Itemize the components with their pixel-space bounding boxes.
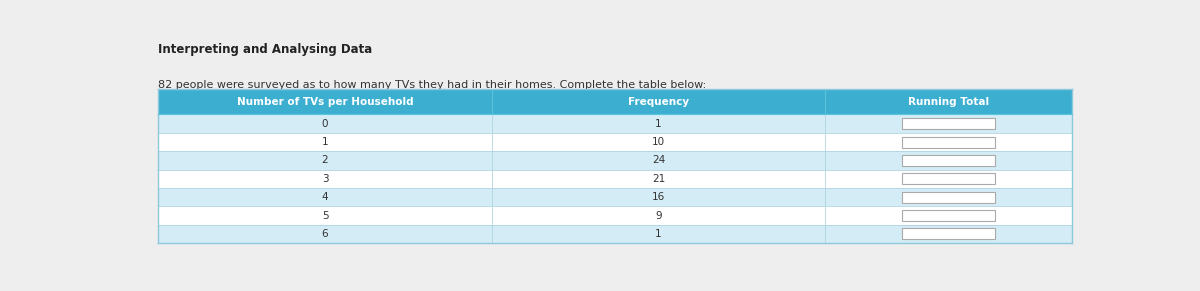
Text: Frequency: Frequency — [628, 97, 689, 107]
Bar — [826, 114, 1072, 133]
Text: 1: 1 — [655, 119, 661, 129]
Text: 21: 21 — [652, 174, 665, 184]
Text: 0: 0 — [322, 119, 329, 129]
Bar — [492, 206, 826, 225]
Bar — [158, 206, 492, 225]
Bar — [158, 89, 492, 114]
Bar — [158, 133, 492, 151]
Text: 82 people were surveyed as to how many TVs they had in their homes. Complete the: 82 people were surveyed as to how many T… — [158, 80, 707, 90]
Text: 10: 10 — [652, 137, 665, 147]
Bar — [826, 133, 1072, 151]
Bar — [902, 210, 995, 221]
Bar — [492, 133, 826, 151]
Bar — [158, 114, 492, 133]
Bar — [902, 155, 995, 166]
Text: Number of TVs per Household: Number of TVs per Household — [236, 97, 413, 107]
Bar — [902, 228, 995, 239]
Text: 3: 3 — [322, 174, 329, 184]
Text: 1: 1 — [322, 137, 329, 147]
Text: 2: 2 — [322, 155, 329, 165]
Bar — [826, 151, 1072, 170]
Text: Interpreting and Analysing Data: Interpreting and Analysing Data — [158, 43, 373, 56]
Bar — [492, 151, 826, 170]
Bar — [902, 192, 995, 203]
Bar — [826, 170, 1072, 188]
Bar — [902, 118, 995, 129]
Bar — [902, 136, 995, 148]
Bar — [492, 170, 826, 188]
Text: 24: 24 — [652, 155, 665, 165]
Text: 9: 9 — [655, 210, 661, 221]
Bar — [158, 188, 492, 206]
Bar — [492, 114, 826, 133]
Bar — [826, 188, 1072, 206]
Bar — [902, 173, 995, 184]
Bar — [826, 89, 1072, 114]
Bar — [158, 151, 492, 170]
Text: Running Total: Running Total — [907, 97, 989, 107]
Bar — [492, 225, 826, 243]
Text: 16: 16 — [652, 192, 665, 202]
Text: 4: 4 — [322, 192, 329, 202]
Bar — [492, 188, 826, 206]
Bar — [158, 225, 492, 243]
Bar — [826, 206, 1072, 225]
Bar — [826, 225, 1072, 243]
Text: 5: 5 — [322, 210, 329, 221]
Bar — [158, 170, 492, 188]
Text: 6: 6 — [322, 229, 329, 239]
Bar — [492, 89, 826, 114]
Text: 1: 1 — [655, 229, 661, 239]
